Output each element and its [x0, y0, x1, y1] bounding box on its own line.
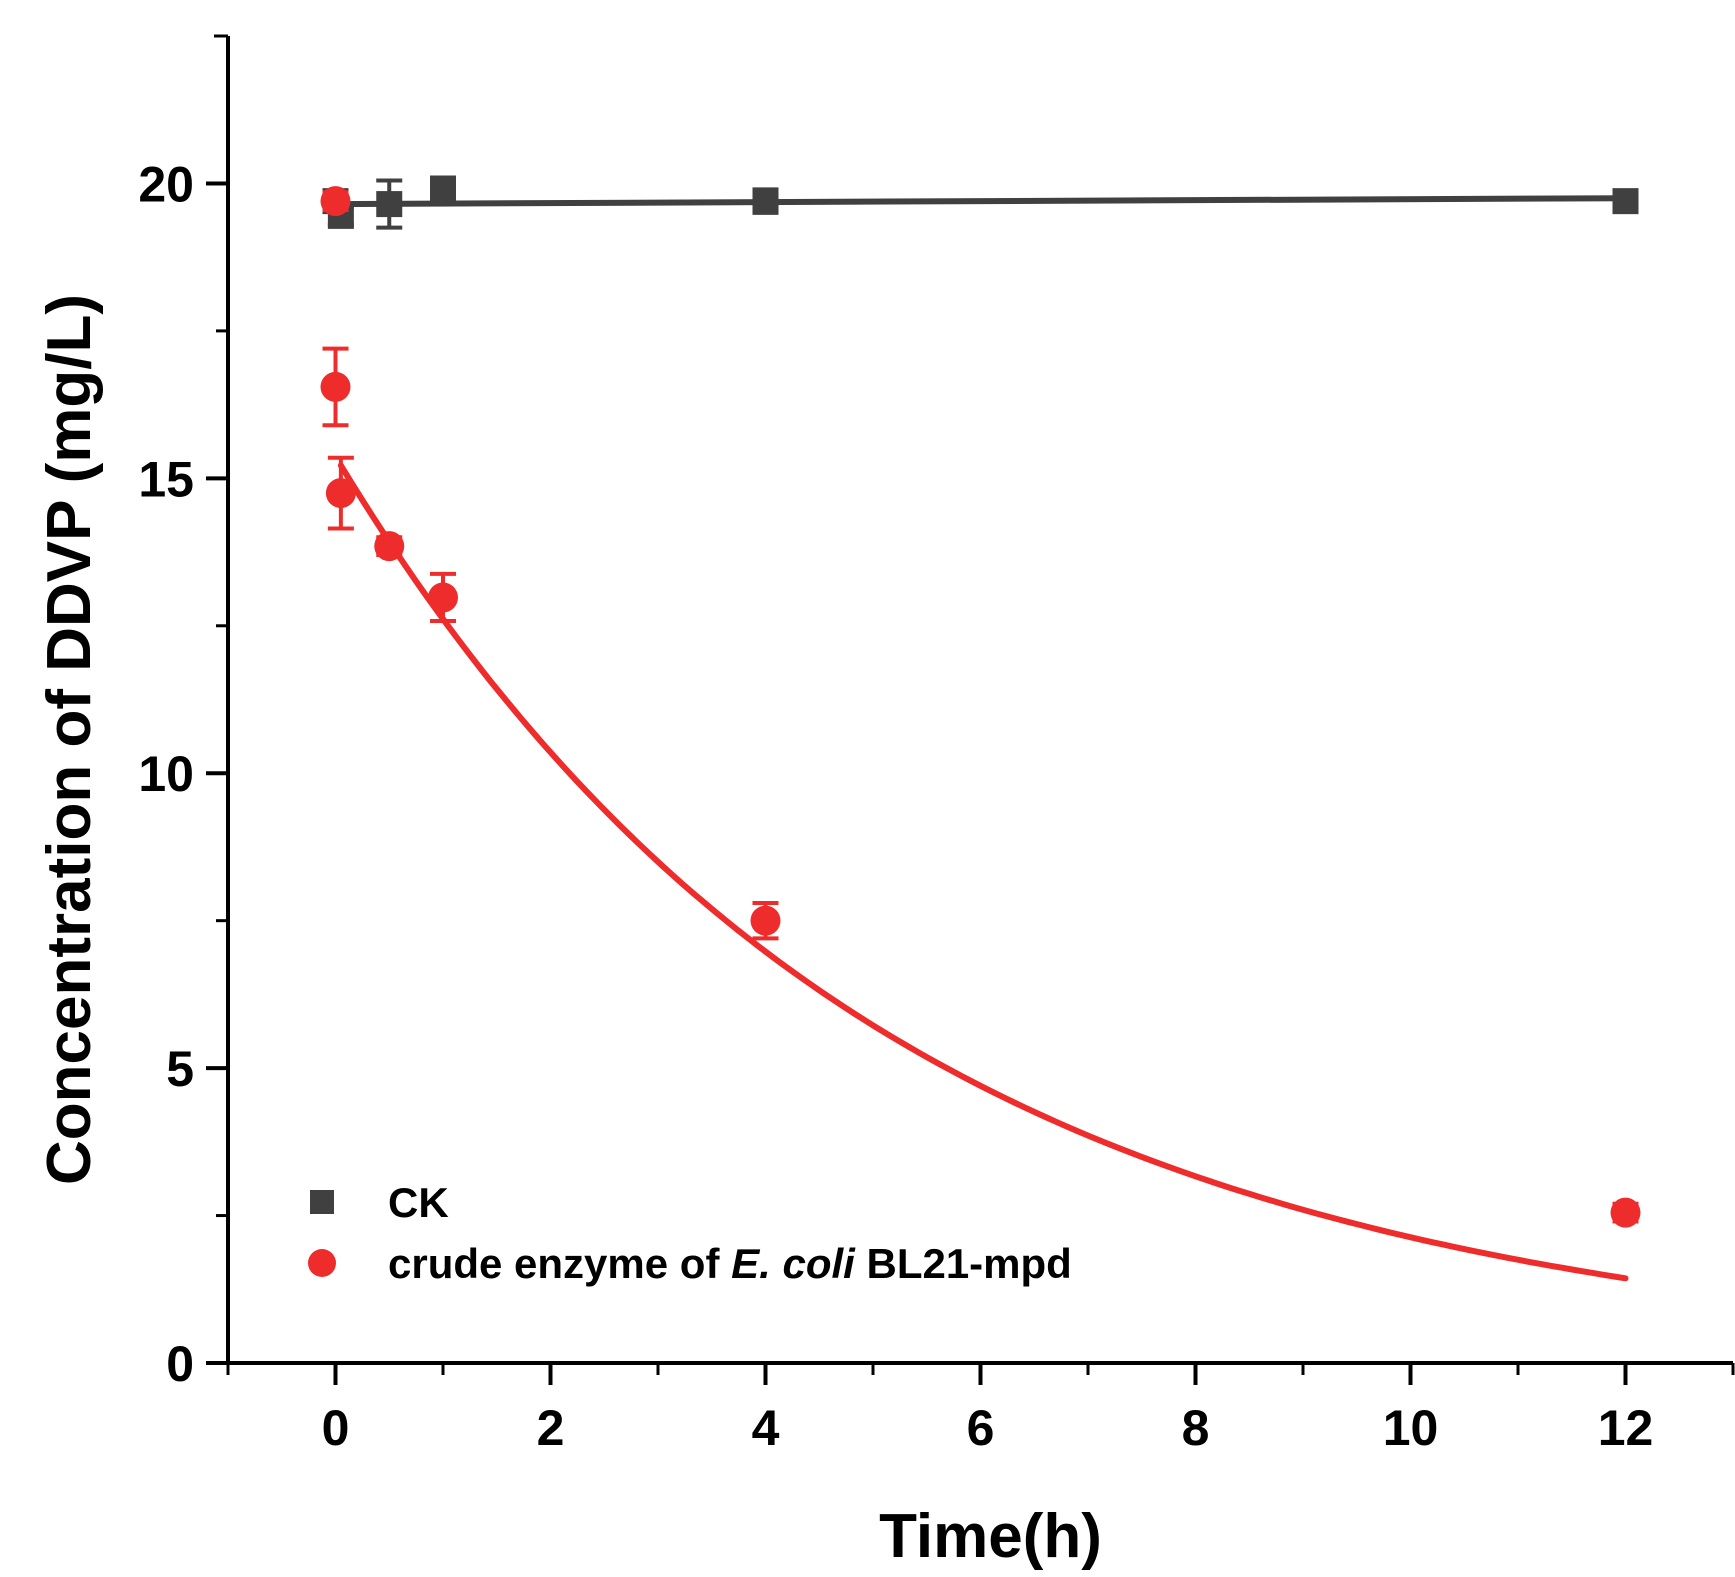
circle-marker	[750, 905, 781, 936]
y-tick-label: 5	[166, 1041, 194, 1097]
legend-label-part: crude enzyme of	[388, 1240, 731, 1287]
legend-label-part: E. coli	[731, 1240, 856, 1287]
data-point	[1610, 1197, 1641, 1228]
x-tick-label: 12	[1598, 1400, 1654, 1456]
circle-marker	[320, 186, 351, 217]
data-points	[320, 175, 1641, 1228]
legend-label-part: BL21-mpd	[855, 1240, 1072, 1287]
y-tick-label: 0	[166, 1336, 194, 1392]
y-ticks: 0 5 10 15 20	[138, 34, 228, 1392]
legend-circle-marker	[308, 1249, 336, 1277]
x-tick-label: 10	[1383, 1400, 1439, 1456]
fit-line-series-0	[332, 195, 1629, 208]
circle-marker	[320, 371, 351, 402]
data-point	[320, 346, 351, 428]
legend-square-marker	[310, 1190, 334, 1214]
axes	[214, 34, 1733, 1365]
square-marker	[430, 176, 456, 203]
y-axis-title: Concentration of DDVP (mg/L)	[35, 294, 104, 1185]
data-point	[320, 186, 351, 217]
legend-label: crude enzyme of E. coli BL21-mpd	[388, 1240, 1072, 1287]
y-tick-label: 10	[138, 746, 194, 802]
circle-marker	[428, 582, 458, 613]
x-tick-label: 8	[1182, 1400, 1210, 1456]
circle-marker	[374, 531, 405, 562]
square-marker	[752, 188, 779, 215]
y-tick-label: 15	[138, 451, 194, 507]
x-tick-label: 2	[537, 1400, 565, 1456]
square-marker	[376, 191, 403, 218]
circle-marker	[1610, 1197, 1641, 1228]
data-point	[376, 178, 403, 230]
data-point	[1612, 188, 1639, 215]
data-point	[428, 571, 458, 624]
data-point	[325, 455, 356, 531]
y-tick-label: 20	[138, 156, 194, 212]
x-tick-label: 0	[322, 1400, 350, 1456]
x-ticks: 0 2 4 6 8 10 12	[226, 1363, 1735, 1456]
data-point	[750, 900, 781, 941]
legend-item: CK	[310, 1179, 449, 1226]
legend-item: crude enzyme of E. coli BL21-mpd	[308, 1240, 1072, 1287]
data-point	[752, 187, 779, 215]
legend-label: CK	[388, 1179, 449, 1226]
circle-marker	[325, 478, 356, 509]
data-point	[374, 531, 405, 562]
fit-lines	[332, 195, 1629, 1282]
data-point	[430, 175, 456, 204]
x-axis-title: Time(h)	[879, 1502, 1102, 1571]
x-tick-label: 6	[967, 1400, 995, 1456]
legend: CK crude enzyme of E. coli BL21-mpd	[308, 1179, 1072, 1287]
fit-line-series-1	[337, 462, 1629, 1282]
square-marker	[1612, 188, 1639, 215]
x-tick-label: 4	[752, 1400, 780, 1456]
